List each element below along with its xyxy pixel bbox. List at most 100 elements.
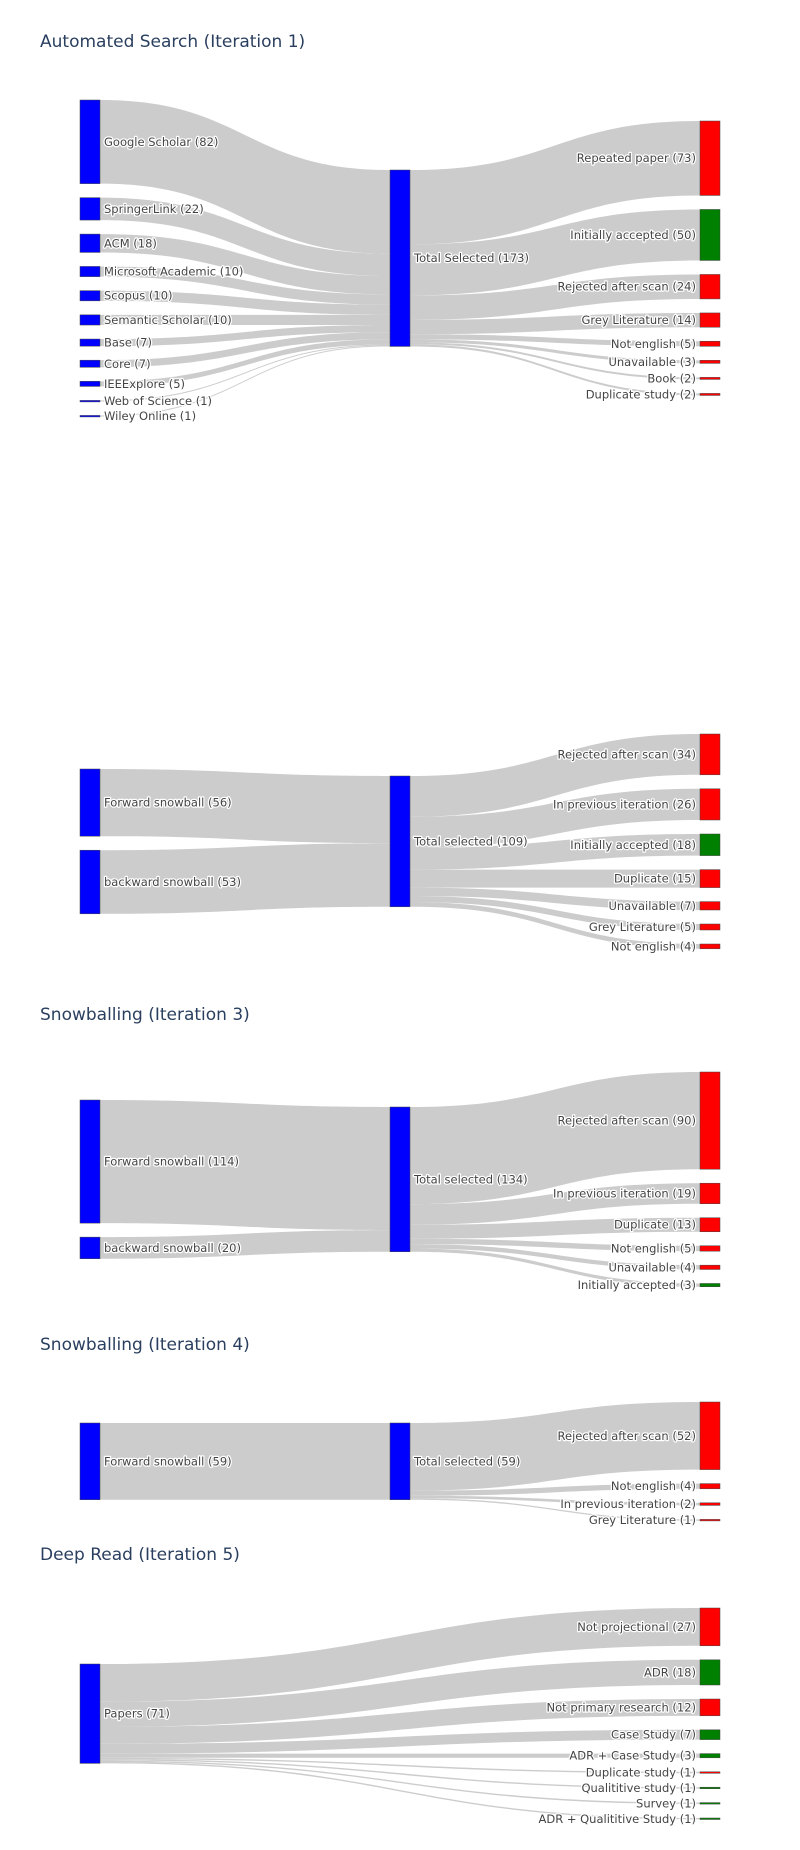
- node-ieee[interactable]: [79, 381, 101, 387]
- node-gs[interactable]: [79, 99, 101, 184]
- node-qs[interactable]: [699, 1786, 721, 1789]
- node-sc[interactable]: [79, 290, 101, 302]
- link-to-ne[interactable]: [410, 334, 700, 347]
- node-adrcs[interactable]: [699, 1753, 721, 1759]
- link-to-cs[interactable]: [100, 1729, 700, 1754]
- link-to-ne[interactable]: [410, 902, 700, 949]
- link-from-acm[interactable]: [100, 234, 390, 295]
- node-rp[interactable]: [699, 120, 721, 196]
- node-ras[interactable]: [699, 1071, 721, 1170]
- link-to-dup[interactable]: [410, 869, 700, 888]
- link-to-ne[interactable]: [410, 1483, 700, 1496]
- node-fs[interactable]: [79, 1422, 101, 1500]
- node-adrqs[interactable]: [699, 1817, 721, 1820]
- link-to-ras[interactable]: [410, 734, 700, 817]
- link-to-ipi[interactable]: [410, 1495, 700, 1506]
- node-ras[interactable]: [699, 733, 721, 776]
- node-un[interactable]: [699, 1264, 721, 1270]
- link-to-ts[interactable]: [100, 1423, 390, 1500]
- node-un[interactable]: [699, 360, 721, 364]
- node-ipi[interactable]: [699, 1502, 721, 1506]
- node-ss[interactable]: [79, 314, 101, 326]
- node-sl[interactable]: [79, 197, 101, 221]
- link-from-fs[interactable]: [100, 1100, 390, 1231]
- node-ts[interactable]: [389, 1106, 411, 1252]
- node-bs[interactable]: [79, 1236, 101, 1259]
- link-to-rp[interactable]: [410, 121, 700, 245]
- node-sv[interactable]: [699, 1802, 721, 1805]
- link-to-qs[interactable]: [100, 1759, 700, 1789]
- node-pp[interactable]: [79, 1663, 101, 1764]
- node-ts[interactable]: [389, 775, 411, 908]
- node-ne[interactable]: [699, 1245, 721, 1252]
- node-acm[interactable]: [79, 233, 101, 253]
- node-npr[interactable]: [699, 1698, 721, 1717]
- link-to-bk[interactable]: [410, 342, 700, 380]
- node-ras[interactable]: [699, 1401, 721, 1470]
- node-cs[interactable]: [699, 1729, 721, 1740]
- link-to-gl[interactable]: [410, 896, 700, 930]
- link-to-un[interactable]: [410, 1244, 700, 1270]
- node-base[interactable]: [79, 338, 101, 347]
- link-from-gs[interactable]: [100, 100, 390, 254]
- node-ia[interactable]: [699, 833, 721, 856]
- link-to-ds[interactable]: [410, 344, 700, 396]
- node-gl[interactable]: [699, 923, 721, 931]
- node-ma[interactable]: [79, 266, 101, 277]
- node-gl[interactable]: [699, 1519, 721, 1522]
- link-from-ss[interactable]: [100, 314, 390, 326]
- link-to-ne[interactable]: [410, 1238, 700, 1252]
- node-ts[interactable]: [389, 1422, 411, 1500]
- link-from-sc[interactable]: [100, 290, 390, 315]
- link-to-np[interactable]: [100, 1608, 700, 1702]
- link-from-ieee[interactable]: [100, 339, 390, 387]
- link-to-un[interactable]: [410, 339, 700, 364]
- node-ts[interactable]: [389, 169, 411, 347]
- node-bs[interactable]: [79, 849, 101, 915]
- link-to-ras[interactable]: [410, 1072, 700, 1205]
- link-to-ras[interactable]: [410, 274, 700, 320]
- link-to-ia[interactable]: [410, 834, 700, 870]
- node-dup[interactable]: [699, 869, 721, 888]
- link-to-sv[interactable]: [100, 1760, 700, 1804]
- node-ne[interactable]: [699, 943, 721, 950]
- node-fs[interactable]: [79, 768, 101, 837]
- node-ds[interactable]: [699, 393, 721, 396]
- link-to-ia[interactable]: [410, 1248, 700, 1287]
- link-from-core[interactable]: [100, 332, 390, 368]
- link-to-ras[interactable]: [410, 1402, 700, 1491]
- link-from-ma[interactable]: [100, 266, 390, 305]
- node-bk[interactable]: [699, 377, 721, 380]
- link-to-gl[interactable]: [410, 1498, 700, 1521]
- node-ne[interactable]: [699, 1483, 721, 1490]
- link-from-wos[interactable]: [100, 344, 390, 402]
- link-from-bs[interactable]: [100, 1230, 390, 1259]
- node-ipi[interactable]: [699, 1182, 721, 1204]
- node-gl[interactable]: [699, 312, 721, 328]
- link-to-ipi[interactable]: [410, 788, 700, 848]
- link-from-bs[interactable]: [100, 843, 390, 914]
- link-to-adrqs[interactable]: [100, 1762, 700, 1820]
- node-un[interactable]: [699, 901, 721, 911]
- node-wo[interactable]: [79, 415, 101, 418]
- link-to-adr[interactable]: [100, 1659, 700, 1727]
- link-to-ipi[interactable]: [410, 1183, 700, 1225]
- node-dup[interactable]: [699, 1771, 721, 1774]
- link-from-fs[interactable]: [100, 769, 390, 844]
- node-core[interactable]: [79, 359, 101, 368]
- link-to-dup[interactable]: [410, 1217, 700, 1239]
- node-ne[interactable]: [699, 340, 721, 347]
- link-from-wo[interactable]: [100, 345, 390, 417]
- link-to-ia[interactable]: [410, 209, 700, 296]
- node-ras[interactable]: [699, 274, 721, 300]
- link-to-un[interactable]: [410, 887, 700, 910]
- node-np[interactable]: [699, 1607, 721, 1647]
- node-wos[interactable]: [79, 400, 101, 403]
- link-to-dup[interactable]: [100, 1757, 700, 1774]
- link-to-npr[interactable]: [100, 1699, 700, 1744]
- node-ia[interactable]: [699, 1283, 721, 1287]
- link-from-sl[interactable]: [100, 197, 390, 277]
- node-ipi[interactable]: [699, 788, 721, 821]
- node-adr[interactable]: [699, 1659, 721, 1686]
- link-to-gl[interactable]: [410, 312, 700, 335]
